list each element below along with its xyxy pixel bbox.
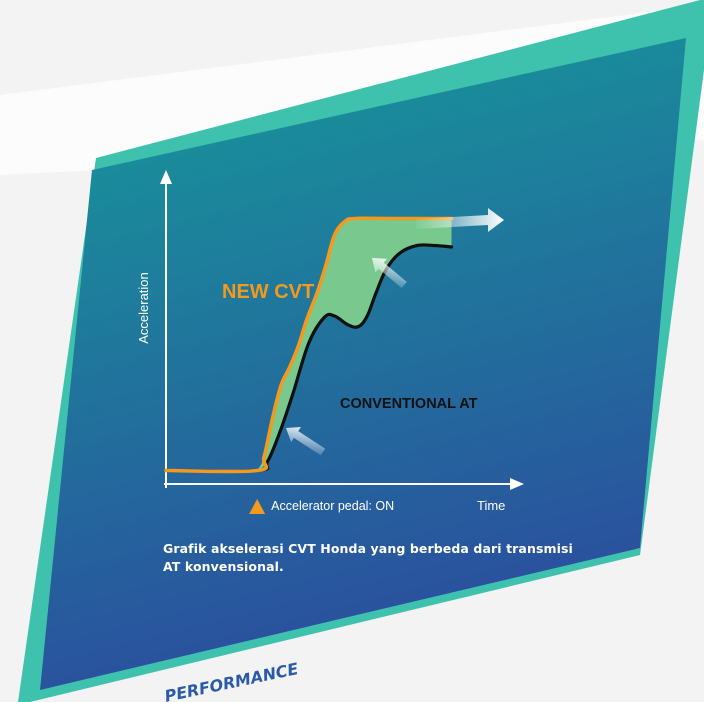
y-axis-label: Acceleration <box>136 272 151 344</box>
x-axis-label: Time <box>477 498 505 513</box>
series-line-conventional-at <box>164 243 454 473</box>
pedal-marker-triangle-icon <box>249 499 266 514</box>
flow-arrow-upleft-icon <box>286 426 326 456</box>
x-axis-arrowhead <box>510 478 524 490</box>
pedal-marker-label: Accelerator pedal: ON <box>271 499 394 513</box>
footer-heading: PERFORMANCE <box>163 659 300 702</box>
series-line-new-cvt <box>164 216 454 474</box>
series-label-conventional-at: CONVENTIONAL AT <box>340 396 478 412</box>
flow-arrow-upleft-icon <box>372 258 407 289</box>
flow-arrow-right-icon <box>416 208 504 232</box>
chart-caption: Grafik akselerasi CVT Honda yang berbeda… <box>163 541 573 574</box>
acceleration-chart: Acceleration Time NEW CVT CONVENTIONAL A… <box>136 170 524 514</box>
series-label-new-cvt: NEW CVT <box>222 281 314 303</box>
panel-gradient <box>40 38 686 690</box>
cvt-advantage-area <box>257 218 452 471</box>
y-axis-arrowhead <box>160 170 172 184</box>
